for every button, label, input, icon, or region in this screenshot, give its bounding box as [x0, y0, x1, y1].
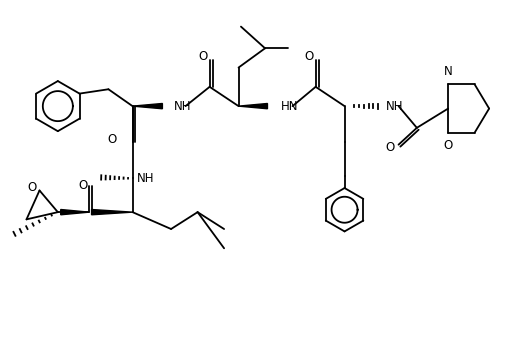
Text: O: O — [443, 139, 452, 152]
Text: O: O — [198, 50, 208, 63]
Text: NH: NH — [173, 100, 190, 113]
Polygon shape — [132, 103, 162, 109]
Polygon shape — [238, 103, 267, 109]
Text: NH: NH — [136, 172, 154, 185]
Text: O: O — [27, 181, 36, 194]
Text: O: O — [78, 179, 87, 192]
Text: O: O — [304, 50, 314, 63]
Text: O: O — [107, 133, 116, 146]
Text: NH: NH — [385, 100, 402, 113]
Text: N: N — [443, 65, 451, 78]
Polygon shape — [91, 209, 132, 215]
Text: HN: HN — [280, 100, 298, 113]
Polygon shape — [61, 209, 89, 215]
Text: O: O — [384, 140, 394, 153]
